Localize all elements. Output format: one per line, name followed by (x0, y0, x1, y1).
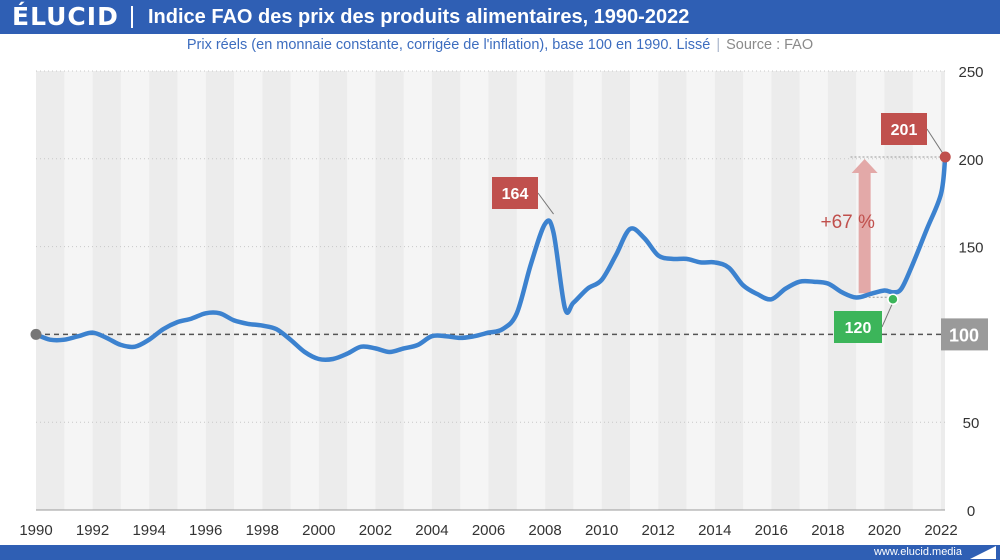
x-tick-1990: 1990 (19, 522, 52, 539)
x-tick-1994: 1994 (132, 522, 165, 539)
x-tick-2014: 2014 (698, 522, 731, 539)
header-bar (0, 0, 1000, 34)
annotations: 164 201 120 (30, 113, 951, 343)
leader-201 (926, 128, 946, 158)
point-201 (939, 151, 951, 163)
subtitle-source: Source : FAO (726, 37, 814, 53)
x-tick-2002: 2002 (359, 522, 392, 539)
band-2011 (629, 71, 659, 510)
y-tick-150: 150 (958, 240, 983, 257)
chart-title: Indice FAO des prix des produits aliment… (148, 6, 690, 28)
food-price-chart: +67 % 164 201 120 0 50 100 150 200 250 1990 1992… (19, 64, 988, 539)
band-2017 (799, 71, 828, 510)
leader-164 (537, 192, 554, 215)
plot-bands (36, 71, 945, 510)
band-2007 (516, 71, 546, 510)
x-tick-2016: 2016 (755, 522, 788, 539)
grid-lines (36, 70, 945, 511)
label-box-201 (881, 113, 927, 145)
band-2001 (347, 71, 376, 510)
leader-120 (881, 302, 894, 328)
band-2022 (941, 71, 945, 510)
band-2005 (460, 71, 489, 510)
x-tick-1996: 1996 (189, 522, 222, 539)
subtitle-main: Prix réels (en monnaie constante, corrig… (186, 37, 711, 53)
baseline-label: 100 (949, 325, 979, 345)
x-tick-2012: 2012 (642, 522, 675, 539)
point-120 (887, 293, 899, 306)
x-tick-2010: 2010 (585, 522, 618, 539)
x-tick-2000: 2000 (302, 522, 335, 539)
band-1991 (64, 71, 93, 510)
band-2003 (403, 71, 432, 510)
x-tick-1998: 1998 (246, 522, 279, 539)
x-tick-2004: 2004 (415, 522, 448, 539)
increase-label: +67 % (820, 212, 875, 233)
subtitle-separator: | (716, 37, 721, 53)
y-tick-50: 50 (963, 415, 980, 432)
band-2013 (686, 71, 715, 510)
label-box-120 (834, 311, 882, 343)
series-layer (33, 154, 948, 363)
x-axis-ticks: 1990 1992 1994 1996 1998 2000 2002 2004 2006 2008… (19, 522, 957, 539)
elucid-logo: ÉLUCID (12, 2, 119, 31)
label-120: 120 (845, 320, 872, 337)
baseline-label-box (941, 318, 988, 351)
label-201: 201 (891, 122, 918, 139)
x-tick-1992: 1992 (76, 522, 109, 539)
x-tick-2022: 2022 (924, 522, 957, 539)
y-axis-ticks: 0 50 100 150 200 250 (941, 64, 988, 520)
y-tick-0: 0 (967, 503, 975, 520)
logo-separator (131, 6, 133, 28)
x-tick-2008: 2008 (528, 522, 561, 539)
band-1995 (177, 71, 206, 510)
elucid-mark-icon (970, 546, 996, 559)
x-tick-2020: 2020 (868, 522, 901, 539)
increase-arrow: +67 % (820, 156, 942, 298)
band-1997 (233, 71, 263, 510)
footer-site-link[interactable]: www.elucid.media (873, 546, 962, 558)
x-tick-2018: 2018 (811, 522, 844, 539)
band-1999 (290, 71, 319, 510)
footer-bar (0, 545, 1000, 560)
start-point (30, 328, 42, 340)
label-box-164 (492, 177, 538, 209)
x-tick-2006: 2006 (472, 522, 505, 539)
y-tick-250: 250 (958, 64, 983, 81)
label-164: 164 (502, 186, 529, 203)
band-1993 (120, 71, 150, 510)
chart-subtitle: Prix réels (en monnaie constante, corrig… (0, 37, 1000, 53)
y-tick-200: 200 (958, 152, 983, 169)
increase-arrow-shape (851, 159, 878, 294)
series-line (33, 154, 948, 363)
